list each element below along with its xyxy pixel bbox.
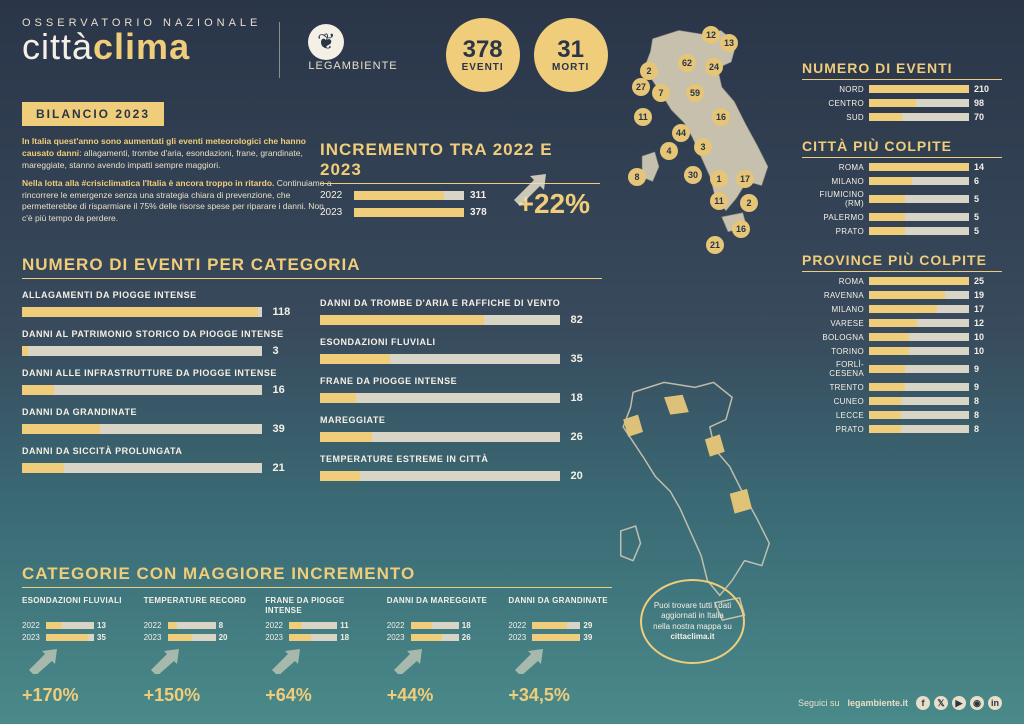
incremento-title: INCREMENTO TRA 2022 E 2023: [320, 140, 600, 184]
social-icons: f 𝕏 ▶ ◉ in: [916, 696, 1002, 710]
map-value: 13: [720, 34, 738, 52]
right-row: CUNEO 8: [802, 396, 1002, 406]
right-row: PRATO 5: [802, 226, 1002, 236]
categoria-row: DANNI AL PATRIMONIO STORICO DA PIOGGE IN…: [22, 329, 302, 360]
right-row: PALERMO 5: [802, 212, 1002, 222]
map-value: 2: [740, 194, 758, 212]
circle-eventi: 378 EVENTI: [446, 18, 520, 92]
province-group: PROVINCE PIÙ COLPITE ROMA 25 RAVENNA 19 MI…: [802, 252, 1002, 434]
categoria-row: DANNI ALLE INFRASTRUTTURE DA PIOGGE INTE…: [22, 368, 302, 399]
categoria-row: ALLAGAMENTI DA PIOGGE INTENSE 118: [22, 290, 302, 321]
categoria-row: ESONDAZIONI FLUVIALI 35: [320, 337, 600, 368]
data-note: Puoi trovare tutti i dati aggiornati in …: [640, 579, 745, 664]
instagram-icon[interactable]: ◉: [970, 696, 984, 710]
bottom-inc-item: TEMPERATURE RECORD 20228 202320 +150%: [144, 596, 248, 706]
footer: Seguici su legambiente.it f 𝕏 ▶ ◉ in: [798, 696, 1002, 710]
map-value: 7: [652, 84, 670, 102]
right-row: CENTRO 98: [802, 98, 1002, 108]
intro-text: In Italia quest'anno sono aumentati gli …: [22, 136, 332, 225]
citta-title: CITTÀ PIÙ COLPITE: [802, 138, 1002, 158]
logo-title: cittàclima: [22, 29, 261, 65]
logo: OSSERVATORIO NAZIONALE cittàclima: [22, 18, 261, 65]
youtube-icon[interactable]: ▶: [952, 696, 966, 710]
map-value: 16: [732, 220, 750, 238]
map-value: 1: [710, 170, 728, 188]
map-value: 44: [672, 124, 690, 142]
arrow-icon: [510, 168, 550, 208]
map-value: 8: [628, 168, 646, 186]
right-row: RAVENNA 19: [802, 290, 1002, 300]
bottom-inc-item: FRANE DA PIOGGE INTENSE 202211 202318 +6…: [265, 596, 369, 706]
eventi-title: NUMERO DI EVENTI: [802, 60, 1002, 80]
map-value: 24: [705, 58, 723, 76]
map-value: 21: [706, 236, 724, 254]
right-row: VARESE 12: [802, 318, 1002, 328]
divider: [279, 22, 280, 78]
right-row: FIUMICINO (RM) 5: [802, 190, 1002, 208]
circle-morti: 31 MORTI: [534, 18, 608, 92]
map-value: 3: [694, 138, 712, 156]
map-value: 4: [660, 142, 678, 160]
categoria-title: NUMERO DI EVENTI PER CATEGORIA: [22, 255, 602, 279]
categoria-row: TEMPERATURE ESTREME IN CITTÀ 20: [320, 454, 600, 485]
map-value: 11: [710, 192, 728, 210]
org-logo: ❦ LEGAMBIENTE: [308, 24, 397, 72]
map-value: 11: [634, 108, 652, 126]
right-row: ROMA 14: [802, 162, 1002, 172]
map-value: 12: [702, 26, 720, 44]
map-value: 62: [678, 54, 696, 72]
categoria-right: DANNI DA TROMBE D'ARIA E RAFFICHE DI VEN…: [320, 290, 600, 485]
bottom-title: CATEGORIE CON MAGGIORE INCREMENTO: [22, 564, 612, 588]
bottom-incremento: CATEGORIE CON MAGGIORE INCREMENTO ESONDA…: [22, 564, 612, 706]
right-row: FORLÌ-CESENA 9: [802, 360, 1002, 378]
map-value: 59: [686, 84, 704, 102]
right-row: SUD 70: [802, 112, 1002, 122]
right-row: ROMA 25: [802, 276, 1002, 286]
bilancio-badge: BILANCIO 2023: [22, 102, 164, 126]
categoria-left: ALLAGAMENTI DA PIOGGE INTENSE 118 DANNI A…: [22, 282, 302, 477]
categoria-row: DANNI DA TROMBE D'ARIA E RAFFICHE DI VEN…: [320, 298, 600, 329]
right-row: BOLOGNA 10: [802, 332, 1002, 342]
province-title: PROVINCE PIÙ COLPITE: [802, 252, 1002, 272]
map-value: 30: [684, 166, 702, 184]
facebook-icon[interactable]: f: [916, 696, 930, 710]
bottom-inc-item: ESONDAZIONI FLUVIALI 202213 202335 +170%: [22, 596, 126, 706]
categoria-row: DANNI DA GRANDINATE 39: [22, 407, 302, 438]
categoria-row: FRANE DA PIOGGE INTENSE 18: [320, 376, 600, 407]
right-row: TRENTO 9: [802, 382, 1002, 392]
map-value: 27: [632, 78, 650, 96]
bottom-inc-item: DANNI DA MAREGGIATE 202218 202326 +44%: [387, 596, 491, 706]
right-row: NORD 210: [802, 84, 1002, 94]
map-value: 16: [712, 108, 730, 126]
italy-map-top: 12132622427759111644433011711281621: [620, 20, 790, 245]
x-icon[interactable]: 𝕏: [934, 696, 948, 710]
categoria-row: DANNI DA SICCITÀ PROLUNGATA 21: [22, 446, 302, 477]
right-row: PRATO 8: [802, 424, 1002, 434]
right-column: NUMERO DI EVENTI NORD 210 CENTRO 98 SUD 70…: [802, 60, 1002, 450]
right-row: TORINO 10: [802, 346, 1002, 356]
citta-group: CITTÀ PIÙ COLPITE ROMA 14 MILANO 6 FIUMICI…: [802, 138, 1002, 236]
linkedin-icon[interactable]: in: [988, 696, 1002, 710]
right-row: MILANO 17: [802, 304, 1002, 314]
categoria-row: MAREGGIATE 26: [320, 415, 600, 446]
incremento-block: INCREMENTO TRA 2022 E 2023 2022 3112023 …: [320, 140, 600, 220]
right-row: MILANO 6: [802, 176, 1002, 186]
right-row: LECCE 8: [802, 410, 1002, 420]
numero-eventi-group: NUMERO DI EVENTI NORD 210 CENTRO 98 SUD 70: [802, 60, 1002, 122]
stat-circles: 378 EVENTI 31 MORTI: [446, 18, 608, 92]
swan-icon: ❦: [308, 24, 344, 60]
map-value: 17: [736, 170, 754, 188]
